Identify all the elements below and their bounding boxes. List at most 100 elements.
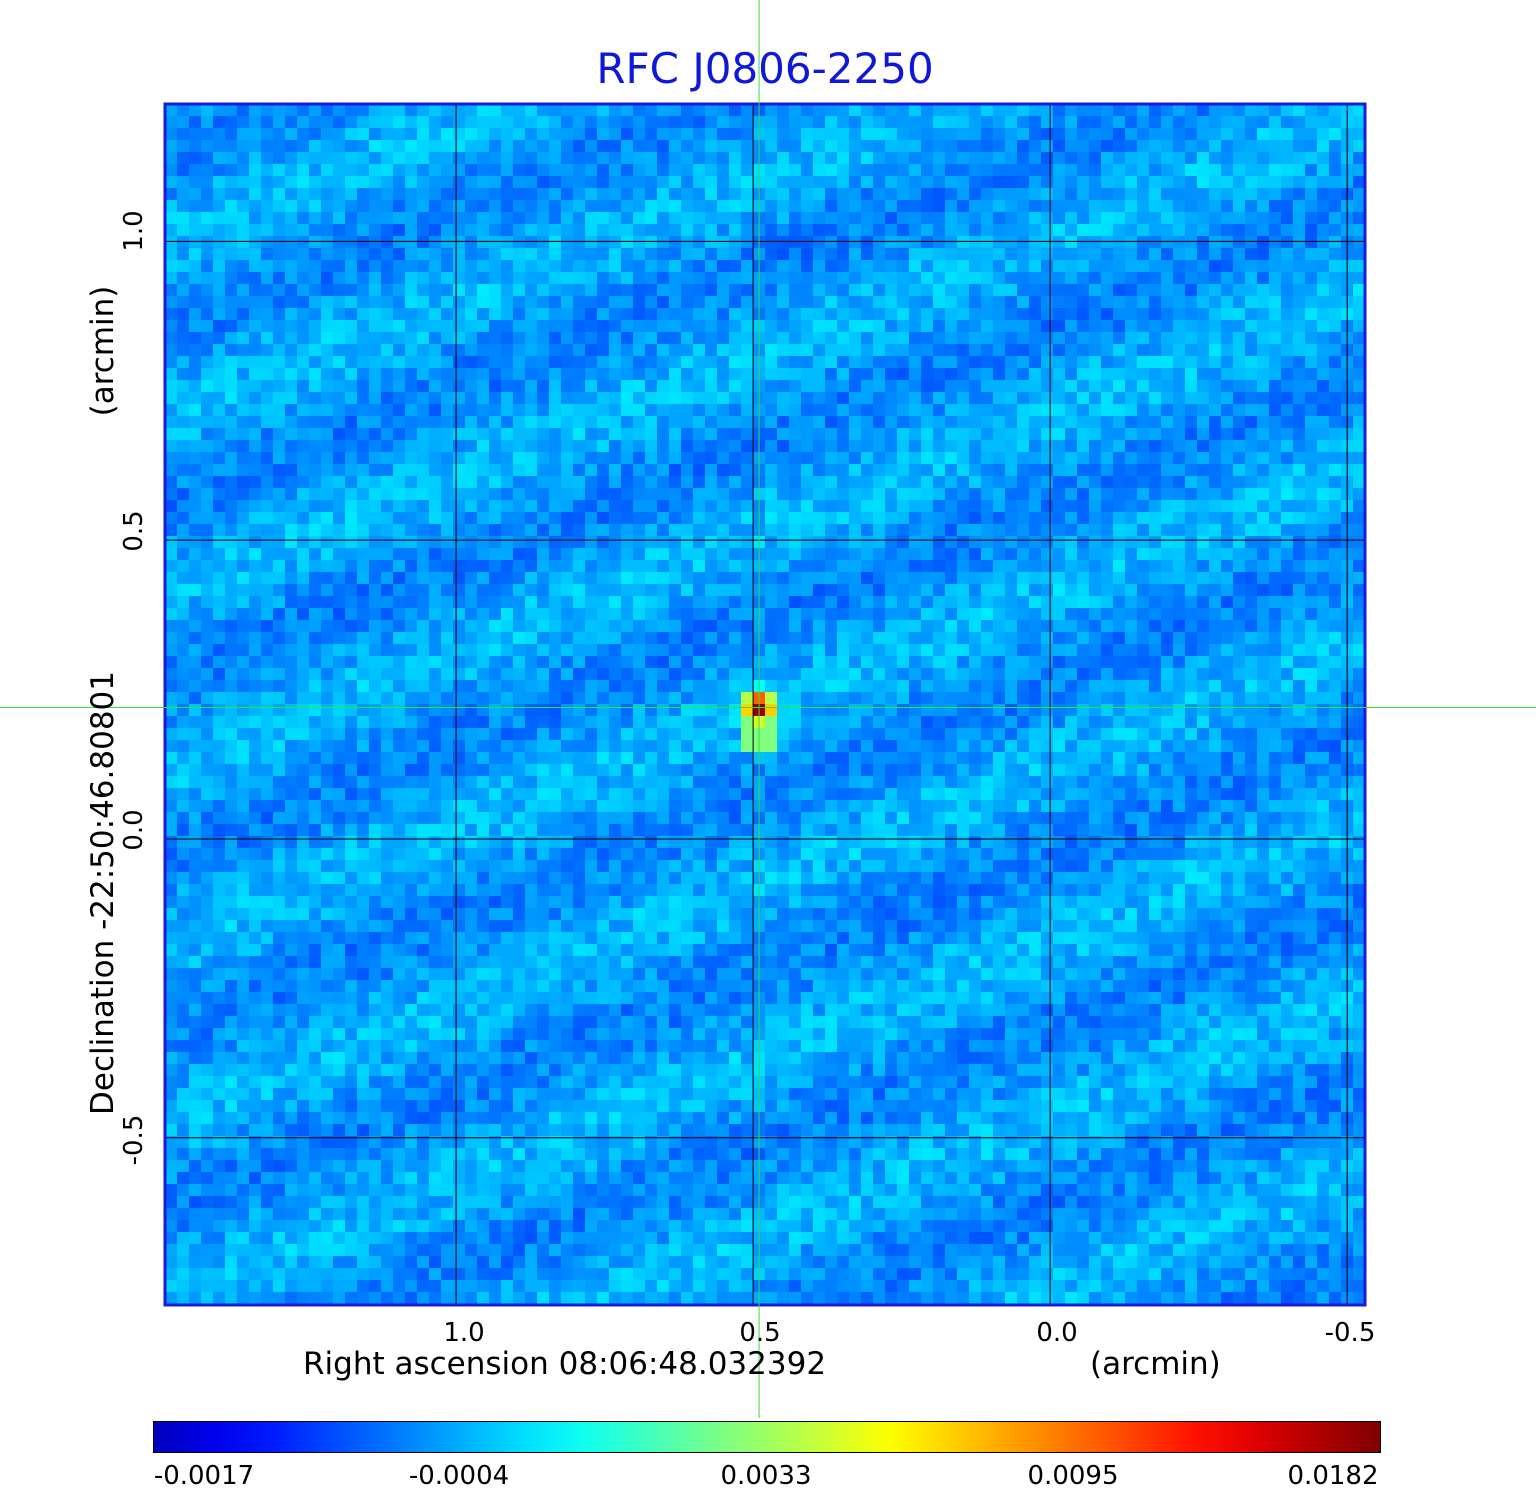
heatmap-cell (417, 200, 429, 212)
heatmap-cell (705, 116, 717, 128)
heatmap-cell (1137, 404, 1149, 416)
heatmap-cell (921, 464, 933, 476)
heatmap-cell (1077, 680, 1089, 692)
heatmap-cell (381, 344, 393, 356)
heatmap-cell (537, 248, 549, 260)
heatmap-cell (1113, 356, 1125, 368)
heatmap-cell (225, 656, 237, 668)
heatmap-cell (1293, 116, 1305, 128)
heatmap-cell (1185, 560, 1197, 572)
heatmap-cell (849, 632, 861, 644)
heatmap-cell (1029, 524, 1041, 536)
heatmap-cell (465, 368, 477, 380)
heatmap-cell (273, 344, 285, 356)
heatmap-cell (609, 128, 621, 140)
heatmap-cell (669, 524, 681, 536)
heatmap-cell (537, 632, 549, 644)
heatmap-cell (1353, 308, 1365, 320)
heatmap-cell (825, 500, 837, 512)
heatmap-cell (597, 608, 609, 620)
heatmap-cell (429, 644, 441, 656)
heatmap-cell (1293, 416, 1305, 428)
heatmap-cell (1089, 560, 1101, 572)
heatmap-cell (1197, 260, 1209, 272)
heatmap-cell (1017, 536, 1029, 548)
heatmap-cell (249, 356, 261, 368)
heatmap-cell (273, 440, 285, 452)
heatmap-cell (573, 440, 585, 452)
heatmap-cell (1305, 356, 1317, 368)
heatmap-cell (177, 236, 189, 248)
heatmap-cell (465, 584, 477, 596)
heatmap-cell (549, 428, 561, 440)
heatmap-cell (825, 428, 837, 440)
heatmap-cell (1233, 272, 1245, 284)
heatmap-cell (693, 536, 705, 548)
heatmap-cell (1353, 356, 1365, 368)
heatmap-cell (273, 476, 285, 488)
heatmap-cell (393, 152, 405, 164)
heatmap-cell (897, 416, 909, 428)
heatmap-cell (333, 272, 345, 284)
heatmap-cell (369, 668, 381, 680)
heatmap-cell (333, 284, 345, 296)
heatmap-cell (1137, 188, 1149, 200)
heatmap-cell (585, 296, 597, 308)
heatmap-cell (1017, 428, 1029, 440)
heatmap-cell (345, 128, 357, 140)
heatmap-cell (1161, 104, 1173, 116)
heatmap-cell (1125, 404, 1137, 416)
heatmap-cell (777, 248, 789, 260)
heatmap-cell (717, 584, 729, 596)
heatmap-cell (633, 200, 645, 212)
heatmap-cell (897, 176, 909, 188)
heatmap-cell (1209, 440, 1221, 452)
heatmap-cell (1161, 368, 1173, 380)
heatmap-cell (369, 380, 381, 392)
heatmap-cell (1245, 596, 1257, 608)
heatmap-cell (1113, 608, 1125, 620)
heatmap-cell (1317, 440, 1329, 452)
heatmap-cell (1233, 356, 1245, 368)
heatmap-cell (177, 620, 189, 632)
heatmap-cell (213, 596, 225, 608)
heatmap-cell (261, 656, 273, 668)
heatmap-cell (549, 572, 561, 584)
heatmap-cell (645, 620, 657, 632)
heatmap-cell (789, 224, 801, 236)
heatmap-cell (621, 644, 633, 656)
heatmap-cell (1113, 620, 1125, 632)
heatmap-cell (765, 296, 777, 308)
heatmap-cell (489, 476, 501, 488)
heatmap-cell (273, 392, 285, 404)
heatmap-cell (561, 212, 573, 224)
heatmap-cell (237, 428, 249, 440)
heatmap-cell (1137, 116, 1149, 128)
heatmap-cell (573, 260, 585, 272)
heatmap-cell (261, 644, 273, 656)
heatmap-cell (1161, 512, 1173, 524)
heatmap-cell (501, 560, 513, 572)
heatmap-cell (1137, 152, 1149, 164)
heatmap-cell (189, 260, 201, 272)
heatmap-cell (573, 368, 585, 380)
heatmap-cell (1089, 656, 1101, 668)
heatmap-cell (345, 548, 357, 560)
heatmap-cell (1353, 152, 1365, 164)
heatmap-cell (945, 620, 957, 632)
heatmap-cell (165, 296, 177, 308)
heatmap-cell (417, 188, 429, 200)
heatmap-cell (729, 236, 741, 248)
heatmap-cell (333, 656, 345, 668)
heatmap-cell (645, 656, 657, 668)
heatmap-cell (1245, 584, 1257, 596)
heatmap-cell (225, 608, 237, 620)
heatmap-cell (405, 632, 417, 644)
heatmap-cell (1053, 284, 1065, 296)
heatmap-cell (1305, 668, 1317, 680)
heatmap-cell (1305, 656, 1317, 668)
heatmap-cell (1137, 140, 1149, 152)
heatmap-cell (693, 680, 705, 692)
heatmap-cell (1149, 320, 1161, 332)
heatmap-cell (969, 116, 981, 128)
